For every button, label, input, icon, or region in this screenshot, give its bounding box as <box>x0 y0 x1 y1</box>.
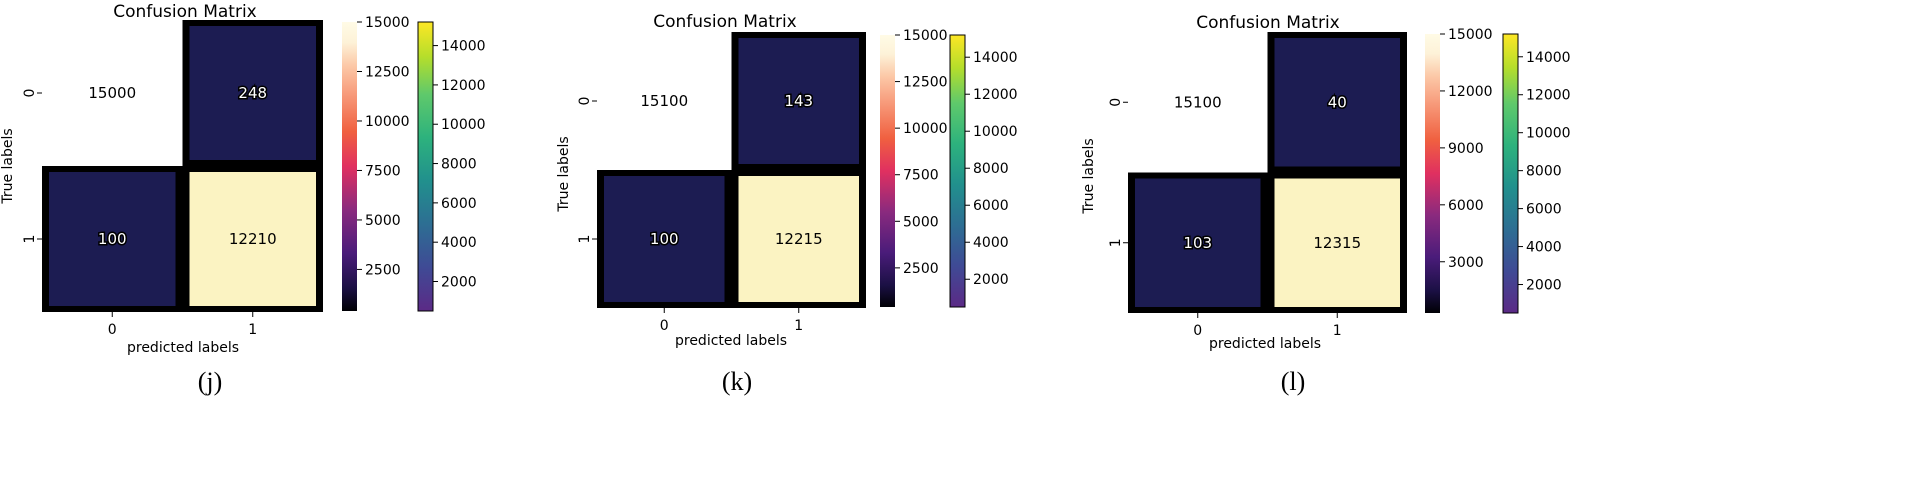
cell-value-label: 12315 <box>1313 234 1361 252</box>
colorbar-tick-label: 12500 <box>903 75 948 91</box>
colorbar-tick-label: 12000 <box>1526 88 1571 104</box>
cell-value-label: 100 <box>650 230 679 248</box>
colorbar-tick-label: 4000 <box>973 235 1009 251</box>
colorbar-tick-label: 2000 <box>1526 278 1562 294</box>
y-tick-label: 0 <box>1108 98 1124 107</box>
colorbar-tick-label: 8000 <box>441 157 477 173</box>
y-tick-label: 0 <box>577 97 593 106</box>
cell-value-label: 40 <box>1328 93 1347 111</box>
x-axis-label: predicted labels <box>127 340 239 356</box>
panel-caption: (k) <box>722 367 752 396</box>
heatmap-cell <box>1274 38 1400 167</box>
cell-value-label: 100 <box>98 230 127 248</box>
colorbar-tick-label: 2000 <box>441 275 477 291</box>
x-tick-label: 0 <box>660 318 669 334</box>
colorbar-tick-label: 5000 <box>365 213 401 229</box>
heatmap-cell <box>1274 178 1400 307</box>
x-axis-label: predicted labels <box>1209 336 1321 352</box>
cell-value-label: 12215 <box>775 230 823 248</box>
colorbar-tick-label: 14000 <box>441 39 486 55</box>
colorbar-viridis <box>417 21 434 312</box>
confusion-matrix-panel: Confusion Matrix 15100 40 103 12315 0 1 0 1 predi… <box>1081 13 1571 396</box>
x-tick-label: 1 <box>1333 323 1342 339</box>
x-tick-label: 1 <box>248 322 257 338</box>
colorbar-tick-label: 10000 <box>365 114 410 130</box>
x-tick-label: 0 <box>108 322 117 338</box>
colorbar-tick-label: 14000 <box>973 50 1018 66</box>
colorbar-tick-label: 12500 <box>365 64 410 80</box>
colorbar-magma <box>342 22 357 311</box>
chart-title: Confusion Matrix <box>653 12 797 32</box>
colorbar-tick-label: 2500 <box>365 262 401 278</box>
colorbar-tick-label: 7500 <box>365 163 401 179</box>
colorbar-tick-label: 6000 <box>1448 198 1484 214</box>
heatmap-cell <box>1135 178 1261 307</box>
colorbar-magma <box>1425 34 1440 313</box>
confusion-matrix-panel: Confusion Matrix 15000 248 100 12210 0 1 0 1 pred… <box>0 2 486 396</box>
colorbar-tick-label: 6000 <box>1526 202 1562 218</box>
colorbar-tick-label: 10000 <box>973 124 1018 140</box>
heatmap-cell <box>738 176 859 302</box>
colorbar-tick-label: 4000 <box>441 235 477 251</box>
heatmap-cell <box>604 176 725 302</box>
panel-caption: (l) <box>1281 367 1306 396</box>
colorbar-viridis <box>949 34 966 308</box>
heatmap-cell <box>597 32 732 170</box>
chart-title: Confusion Matrix <box>1196 13 1340 33</box>
colorbar-tick-label: 5000 <box>903 214 939 230</box>
y-axis-label: True labels <box>556 136 572 212</box>
colorbar-tick-label: 15000 <box>1448 27 1493 43</box>
colorbar-tick-label: 2500 <box>903 261 939 277</box>
colorbar-tick-label: 8000 <box>1526 164 1562 180</box>
colorbar-tick-label: 3000 <box>1448 255 1484 271</box>
colorbar-tick-label: 6000 <box>441 196 477 212</box>
colorbar-tick-label: 12000 <box>1448 84 1493 100</box>
colorbar-magma <box>880 35 895 307</box>
chart-title: Confusion Matrix <box>113 2 257 22</box>
x-axis-label: predicted labels <box>675 333 787 349</box>
colorbar-tick-label: 2000 <box>973 272 1009 288</box>
y-tick-label: 1 <box>22 235 38 244</box>
y-tick-label: 1 <box>577 235 593 244</box>
colorbar-tick-label: 10000 <box>441 117 486 133</box>
colorbar-tick-label: 15000 <box>903 28 948 44</box>
colorbar-tick-label: 6000 <box>973 198 1009 214</box>
heatmap-cell <box>42 20 183 166</box>
cell-value-label: 12210 <box>229 230 277 248</box>
x-tick-label: 0 <box>1193 323 1202 339</box>
colorbar-tick-label: 14000 <box>1526 50 1571 66</box>
colorbar-tick-label: 4000 <box>1526 240 1562 256</box>
confusion-matrix-panel: Confusion Matrix 15100 143 100 12215 0 1 0 1 pred… <box>556 12 1018 396</box>
cell-value-label: 143 <box>784 92 813 110</box>
heatmap-cell <box>189 172 316 306</box>
heatmap-cell <box>49 172 176 306</box>
colorbar-tick-label: 8000 <box>973 161 1009 177</box>
cell-value-label: 103 <box>1183 234 1212 252</box>
y-tick-label: 1 <box>1108 238 1124 247</box>
colorbar-tick-label: 9000 <box>1448 141 1484 157</box>
x-tick-label: 1 <box>794 318 803 334</box>
colorbar-tick-label: 7500 <box>903 168 939 184</box>
colorbar-tick-label: 12000 <box>441 78 486 94</box>
panel-caption: (j) <box>198 367 223 396</box>
y-axis-label: True labels <box>1081 138 1097 214</box>
cell-value-label: 248 <box>238 84 267 102</box>
colorbar-tick-label: 10000 <box>903 121 948 137</box>
heatmap-cell <box>189 26 316 160</box>
colorbar-tick-label: 15000 <box>365 15 410 31</box>
colorbar-tick-label: 12000 <box>973 87 1018 103</box>
heatmap-cell <box>1128 32 1268 173</box>
cell-value-label: 15100 <box>640 92 688 110</box>
cell-value-label: 15100 <box>1174 93 1222 111</box>
heatmap-cell <box>738 38 859 164</box>
cell-value-label: 15000 <box>88 84 136 102</box>
y-axis-label: True labels <box>0 128 16 204</box>
y-tick-label: 0 <box>22 89 38 98</box>
colorbar-tick-label: 10000 <box>1526 126 1571 142</box>
colorbar-viridis <box>1502 33 1519 314</box>
